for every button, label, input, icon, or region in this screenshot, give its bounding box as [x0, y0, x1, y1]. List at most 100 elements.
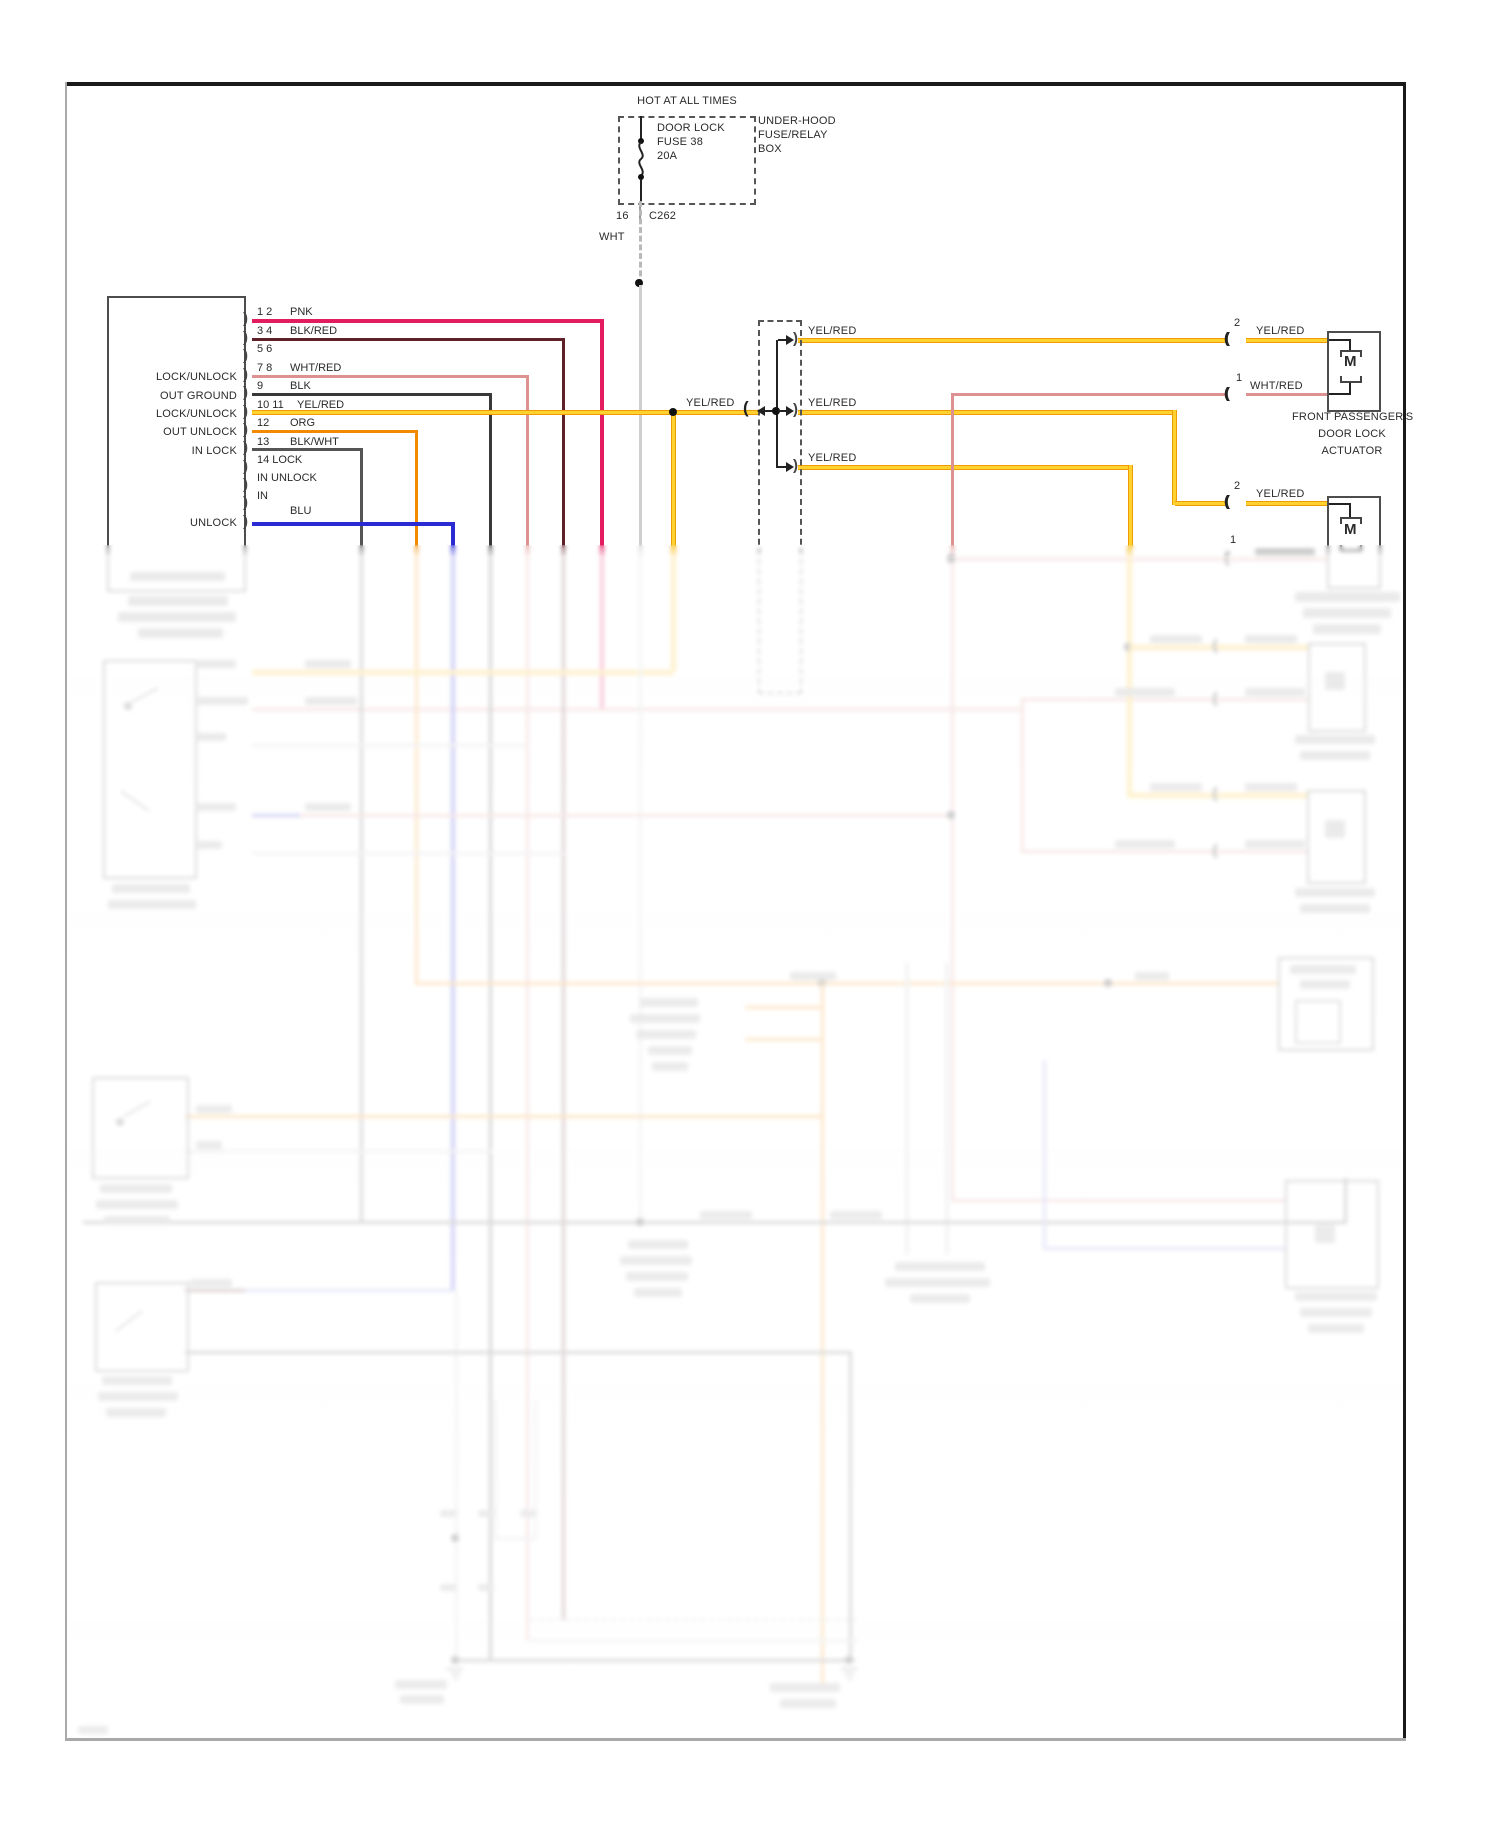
- pin-function-label: OUT UNLOCK: [163, 426, 237, 438]
- pin-socket-icon: ): [243, 403, 248, 420]
- wire-yel-red-branch-down: [671, 410, 676, 548]
- wire-color-label: PNK: [290, 306, 313, 318]
- wire-blu: [451, 522, 455, 548]
- actuator-inner-lead: [1349, 383, 1351, 395]
- splice-dot-yel-red: [669, 408, 677, 416]
- pin-socket-icon: ): [243, 513, 248, 530]
- pin-number: 13: [257, 436, 270, 448]
- pin-number: 3 4: [257, 325, 273, 337]
- connector-id-label: C262: [649, 210, 677, 222]
- arrow-shaft: [764, 410, 776, 412]
- front-passenger-actuator-box: [1327, 331, 1381, 412]
- connector-pin-label: 16: [616, 210, 629, 222]
- wire-color-label: BLK/WHT: [290, 436, 339, 448]
- act2-pin1-number: 1: [1230, 534, 1237, 546]
- wire-blk: [489, 393, 492, 548]
- wire-blk-wht: [252, 448, 363, 451]
- branch-socket-icon: ): [793, 330, 798, 347]
- fuse-terminal-top: [638, 138, 644, 144]
- pin-socket-icon: ): [243, 329, 248, 346]
- wire-org: [252, 430, 418, 433]
- fuse-element-icon: [638, 141, 644, 177]
- underhood-box-label-1: UNDER-HOOD: [758, 115, 836, 127]
- act1-pin1-wire-label: WHT/RED: [1250, 380, 1303, 392]
- wire-color-label: WHT/RED: [290, 362, 342, 374]
- pin-number: IN UNLOCK: [257, 472, 317, 484]
- wire-wht-red-act1: [954, 393, 1225, 396]
- pin-number: 5 6: [257, 343, 273, 355]
- wire-yel-red-mid-branch: [1246, 501, 1327, 506]
- wire-blk-red: [252, 338, 565, 341]
- act2-pin2-number: 2: [1234, 480, 1241, 492]
- wire-yel-red-mid-branch: [1175, 501, 1225, 506]
- wire-wht-red: [526, 375, 529, 548]
- act2-pin2-wire-label: YEL/RED: [1256, 488, 1305, 500]
- fuse-lead-bottom: [640, 179, 642, 201]
- wire-blk: [252, 393, 492, 396]
- motor-symbol: M: [1344, 353, 1357, 370]
- wire-yel-red-bottom-branch: [798, 465, 1132, 470]
- wire-blu: [252, 522, 454, 526]
- splice-dot-wht: [635, 279, 643, 287]
- underhood-box-label-2: FUSE/RELAY: [758, 129, 828, 141]
- underhood-box-label-3: BOX: [758, 143, 782, 155]
- act1-name-line2: DOOR LOCK: [1318, 428, 1386, 440]
- branch-wire-label: YEL/RED: [808, 452, 857, 464]
- wire-color-label: BLK/RED: [290, 325, 338, 337]
- pin-number: IN: [257, 490, 268, 502]
- actuator-inner-lead: [1329, 503, 1351, 505]
- pin-number: 12: [257, 417, 270, 429]
- pin-socket-icon: ): [243, 458, 248, 475]
- pin-function-label: OUT GROUND: [160, 390, 237, 402]
- wire-wht-red-act1: [1246, 393, 1327, 396]
- pin-number: 9: [257, 380, 264, 392]
- wire-wht-red-act1: [951, 393, 954, 548]
- wire-yel-red-top-branch: [1246, 338, 1327, 343]
- wht-wire-label: WHT: [599, 231, 625, 243]
- wire-blk-wht: [360, 448, 363, 548]
- pin-socket-icon: ): [243, 439, 248, 456]
- wire-color-label: BLU: [290, 505, 312, 517]
- pin-function-label: LOCK/UNLOCK: [155, 371, 237, 383]
- branch-socket-icon: ): [793, 401, 798, 418]
- splice-dot-branch: [772, 407, 780, 415]
- page-border-top: [65, 82, 1405, 86]
- actuator-inner-lead: [1329, 339, 1351, 341]
- wire-wht-red: [252, 375, 529, 378]
- wire-wht-dashed: [639, 201, 642, 285]
- trunk-wire-label: YEL/RED: [686, 397, 735, 409]
- pin-function-label: LOCK/UNLOCK: [155, 408, 237, 420]
- motor-bracket-top-icon: [1340, 517, 1362, 524]
- branch-wire-label: YEL/RED: [808, 325, 857, 337]
- actuator-inner-lead: [1329, 393, 1351, 395]
- pin-socket-icon: ): [243, 366, 248, 383]
- fuse-name-label: DOOR LOCK: [657, 122, 725, 134]
- wire-wht-vertical: [639, 285, 642, 548]
- inline-connector-icon: ((: [1224, 493, 1230, 510]
- motor-bracket-top-icon: [1340, 350, 1362, 357]
- act1-pin2-number: 2: [1234, 317, 1241, 329]
- act1-pin2-wire-label: YEL/RED: [1256, 325, 1305, 337]
- pin-number: 10 11: [257, 399, 284, 411]
- wire-blk-red: [562, 338, 565, 548]
- pin-number: 14 LOCK: [257, 454, 303, 466]
- obscured-region-overlay: [67, 545, 1403, 1738]
- act1-name-line3: ACTUATOR: [1321, 445, 1383, 457]
- page-border-right: [1403, 82, 1406, 1740]
- wire-color-label: YEL/RED: [297, 399, 345, 411]
- connector-entry-icon: (: [743, 398, 749, 417]
- motor-bracket-bottom-icon: [1340, 376, 1362, 383]
- hot-at-all-times-label: HOT AT ALL TIMES: [637, 95, 737, 107]
- fuse-number-label: FUSE 38: [657, 136, 704, 148]
- arrow-left-icon: [757, 406, 765, 416]
- pin-number: 1 2: [257, 306, 273, 318]
- wire-yel-red-mid-branch: [1172, 410, 1177, 505]
- wire-color-label: BLK: [290, 380, 311, 392]
- wire-pnk: [600, 319, 604, 548]
- inline-connector-icon: ((: [1224, 385, 1230, 402]
- wire-pnk: [252, 319, 603, 323]
- wire-yel-red-top-branch: [798, 338, 1225, 343]
- wire-yel-red-mid-branch: [798, 410, 1176, 415]
- pin-socket-icon: ): [243, 494, 248, 511]
